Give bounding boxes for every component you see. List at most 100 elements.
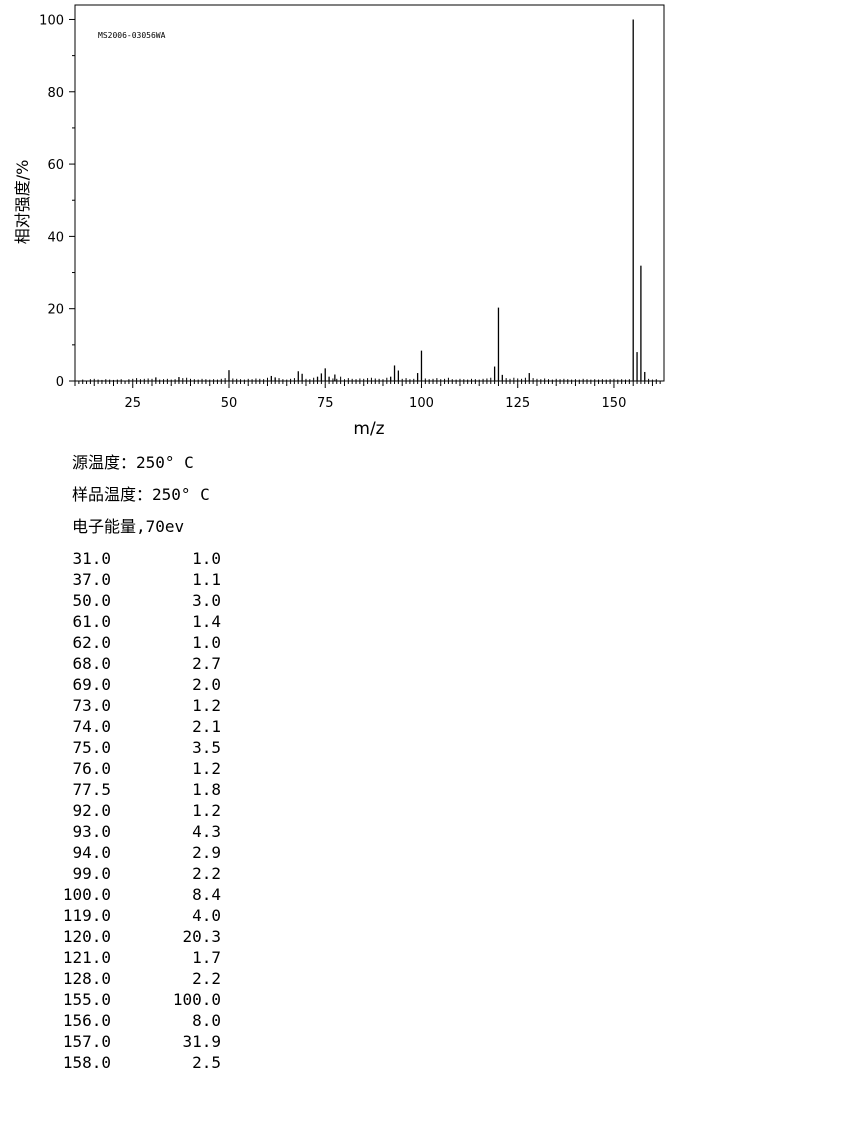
table-row: 50.0 3.0	[50, 590, 221, 611]
x-tick-label: 50	[221, 396, 238, 411]
peak-intensity-value: 8.0	[192, 1011, 221, 1030]
peak-intensity-value: 1.2	[192, 696, 221, 715]
peak-intensity-value: 4.3	[192, 822, 221, 841]
y-tick-label: 0	[56, 375, 64, 390]
peak-mz-value: 93.0	[72, 822, 111, 841]
x-tick-label: 25	[124, 396, 141, 411]
y-tick-label: 100	[39, 13, 64, 28]
table-row: 77.5 1.8	[50, 779, 221, 800]
peak-intensity-value: 1.7	[192, 948, 221, 967]
peak-mz-value: 68.0	[72, 654, 111, 673]
peak-intensity-value: 2.9	[192, 843, 221, 862]
peak-mz-value: 74.0	[72, 717, 111, 736]
peak-mz-value: 31.0	[72, 549, 111, 568]
table-row: 31.0 1.0	[50, 548, 221, 569]
peak-mz-value: 69.0	[72, 675, 111, 694]
table-row: 120.0 20.3	[50, 926, 221, 947]
y-axis: 0 20 40 60 80 100	[39, 13, 75, 390]
peak-intensity-value: 1.2	[192, 759, 221, 778]
peak-mz-value: 76.0	[72, 759, 111, 778]
spectrum-id: MS2006-03056WA	[98, 31, 166, 40]
peak-intensity-value: 2.2	[192, 969, 221, 988]
x-tick-label: 75	[317, 396, 334, 411]
peak-mz-value: 50.0	[72, 591, 111, 610]
peak-intensity-value: 8.4	[192, 885, 221, 904]
table-row: 157.0 31.9	[50, 1031, 221, 1052]
table-row: 73.0 1.2	[50, 695, 221, 716]
peak-mz-value: 62.0	[72, 633, 111, 652]
y-axis-label: 相对强度/%	[13, 160, 32, 245]
table-row: 155.0 100.0	[50, 989, 221, 1010]
peak-mz-value: 121.0	[62, 948, 111, 967]
x-tick-label: 150	[602, 396, 627, 411]
peak-mz-value: 156.0	[62, 1011, 111, 1030]
peak-table: 31.0 1.0 37.0 1.1 50.0 3.0 61.0 1.4 62.0 1.0 68.0 2…	[50, 548, 221, 1073]
peak-intensity-value: 31.9	[182, 1032, 221, 1051]
table-row: 92.0 1.2	[50, 800, 221, 821]
peak-intensity-value: 1.8	[192, 780, 221, 799]
peak-intensity-value: 2.1	[192, 717, 221, 736]
peak-intensity-value: 2.7	[192, 654, 221, 673]
table-row: 128.0 2.2	[50, 968, 221, 989]
x-axis-label: m/z	[353, 419, 384, 439]
table-row: 74.0 2.1	[50, 716, 221, 737]
x-tick-label: 100	[409, 396, 434, 411]
table-row: 76.0 1.2	[50, 758, 221, 779]
peak-intensity-value: 1.1	[192, 570, 221, 589]
table-row: 93.0 4.3	[50, 821, 221, 842]
table-row: 94.0 2.9	[50, 842, 221, 863]
table-row: 100.0 8.4	[50, 884, 221, 905]
peak-intensity-value: 20.3	[182, 927, 221, 946]
table-row: 69.0 2.0	[50, 674, 221, 695]
mass-spectrum-chart: MS2006-03056WA 0 20 40 60 80 100 25 50 75 100 125…	[13, 4, 665, 439]
y-tick-label: 60	[47, 158, 64, 173]
peak-mz-value: 37.0	[72, 570, 111, 589]
peak-mz-value: 128.0	[62, 969, 111, 988]
source-temperature: 源温度：250° C	[72, 453, 194, 472]
peak-intensity-value: 100.0	[172, 990, 221, 1009]
peak-intensity-value: 4.0	[192, 906, 221, 925]
peak-intensity-value: 1.4	[192, 612, 221, 631]
table-row: 61.0 1.4	[50, 611, 221, 632]
electron-energy: 电子能量,70ev	[72, 517, 185, 536]
minor-peaks	[82, 376, 657, 381]
plot-frame	[74, 4, 665, 382]
table-row: 158.0 2.5	[50, 1052, 221, 1073]
x-axis: 25 50 75 100 125 150	[74, 381, 661, 411]
peak-mz-value: 77.5	[72, 780, 111, 799]
peak-intensity-value: 1.0	[192, 633, 221, 652]
table-row: 99.0 2.2	[50, 863, 221, 884]
x-tick-label: 125	[505, 396, 530, 411]
sample-temperature: 样品温度：250° C	[72, 485, 210, 504]
y-tick-label: 20	[47, 303, 64, 318]
y-tick-label: 80	[47, 86, 64, 101]
table-row: 37.0 1.1	[50, 569, 221, 590]
y-tick-label: 40	[47, 230, 64, 245]
peak-mz-value: 99.0	[72, 864, 111, 883]
peak-intensity-value: 2.5	[192, 1053, 221, 1072]
peak-mz-value: 61.0	[72, 612, 111, 631]
peak-mz-value: 157.0	[62, 1032, 111, 1051]
peak-mz-value: 73.0	[72, 696, 111, 715]
peak-intensity-value: 3.0	[192, 591, 221, 610]
peak-intensity-value: 1.0	[192, 549, 221, 568]
peak-mz-value: 92.0	[72, 801, 111, 820]
table-row: 121.0 1.7	[50, 947, 221, 968]
peak-intensity-value: 2.2	[192, 864, 221, 883]
table-row: 75.0 3.5	[50, 737, 221, 758]
table-row: 68.0 2.7	[50, 653, 221, 674]
peak-intensity-value: 2.0	[192, 675, 221, 694]
conditions-block: 源温度：250° C 样品温度：250° C 电子能量,70ev	[72, 451, 210, 547]
peak-mz-value: 120.0	[62, 927, 111, 946]
labeled-peaks	[155, 19, 646, 381]
peak-intensity-value: 3.5	[192, 738, 221, 757]
peak-mz-value: 158.0	[62, 1053, 111, 1072]
peak-mz-value: 94.0	[72, 843, 111, 862]
table-row: 62.0 1.0	[50, 632, 221, 653]
table-row: 119.0 4.0	[50, 905, 221, 926]
peak-mz-value: 100.0	[62, 885, 111, 904]
peak-intensity-value: 1.2	[192, 801, 221, 820]
peak-mz-value: 119.0	[62, 906, 111, 925]
peak-mz-value: 155.0	[62, 990, 111, 1009]
peak-mz-value: 75.0	[72, 738, 111, 757]
